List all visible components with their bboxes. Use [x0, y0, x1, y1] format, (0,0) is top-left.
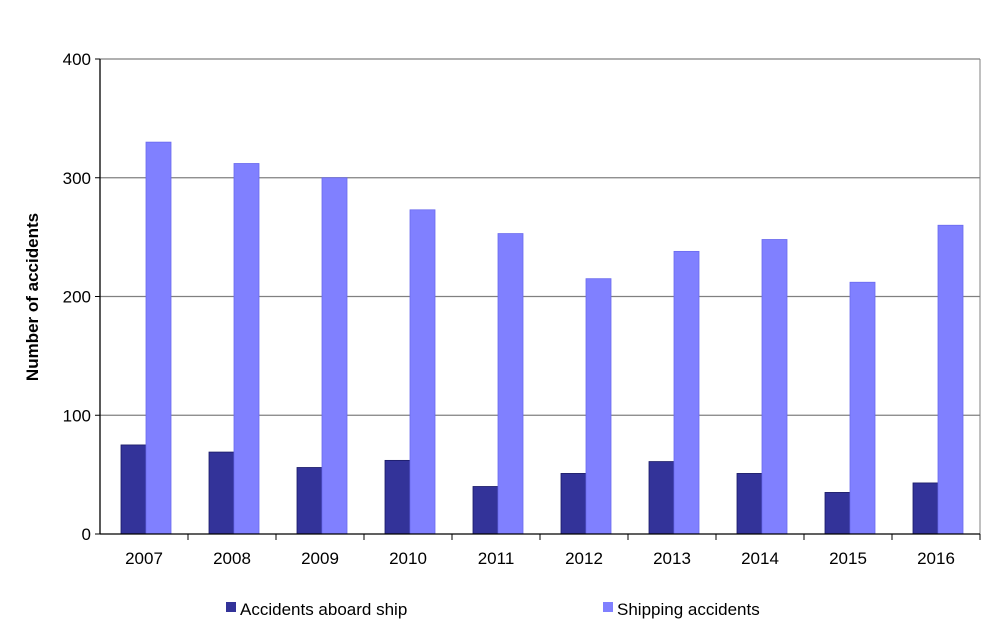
legend-label-shipping: Shipping accidents [617, 600, 760, 619]
bar-aboard-2015 [824, 492, 851, 535]
legend-swatch-shipping [603, 602, 613, 612]
bar-aboard-2010 [384, 459, 411, 535]
y-tick-label: 100 [63, 406, 91, 425]
bar-shipping-2010 [409, 209, 436, 535]
y-tick-label: 0 [82, 525, 91, 544]
y-tick-label: 400 [63, 50, 91, 69]
bar-shipping-2009 [321, 177, 348, 535]
bar-shipping-2013 [673, 250, 700, 535]
bar-aboard-2009 [296, 467, 323, 535]
x-tick-label: 2014 [741, 549, 779, 568]
bars [120, 141, 964, 535]
bar-aboard-2014 [736, 473, 763, 535]
bar-aboard-2007 [120, 444, 147, 535]
bar-aboard-2011 [472, 486, 499, 535]
bar-shipping-2014 [761, 239, 788, 535]
gridlines [100, 58, 980, 416]
x-tick-label: 2015 [829, 549, 867, 568]
x-tick-label: 2013 [653, 549, 691, 568]
legend-swatch-aboard [226, 602, 236, 612]
y-tick-label: 200 [63, 288, 91, 307]
legend-label-aboard: Accidents aboard ship [240, 600, 407, 619]
y-tick-label: 300 [63, 169, 91, 188]
bar-aboard-2016 [912, 482, 939, 535]
x-tick-labels: 2007 2008 2009 2010 2011 2012 2013 2014 2015 2016 [125, 549, 955, 568]
x-tick-label: 2011 [478, 549, 515, 568]
bar-aboard-2008 [208, 451, 235, 535]
x-tick-label: 2009 [301, 549, 339, 568]
bar-aboard-2013 [648, 461, 675, 535]
x-tick-label: 2012 [565, 549, 603, 568]
bar-aboard-2012 [560, 473, 587, 535]
bar-shipping-2011 [497, 233, 524, 535]
x-tick-label: 2010 [389, 549, 427, 568]
x-tick-label: 2016 [917, 549, 955, 568]
legend: Accidents aboard ship Shipping accidents [226, 600, 760, 619]
bar-shipping-2015 [849, 281, 876, 535]
x-tick-label: 2007 [125, 549, 163, 568]
y-tick-labels: 0 100 200 300 400 [63, 50, 91, 544]
axes [95, 58, 981, 540]
bar-shipping-2008 [233, 163, 260, 535]
bar-shipping-2016 [937, 224, 964, 535]
bar-shipping-2012 [585, 278, 612, 535]
bar-shipping-2007 [145, 141, 172, 535]
y-axis-label: Number of accidents [23, 213, 42, 381]
x-tick-label: 2008 [213, 549, 251, 568]
